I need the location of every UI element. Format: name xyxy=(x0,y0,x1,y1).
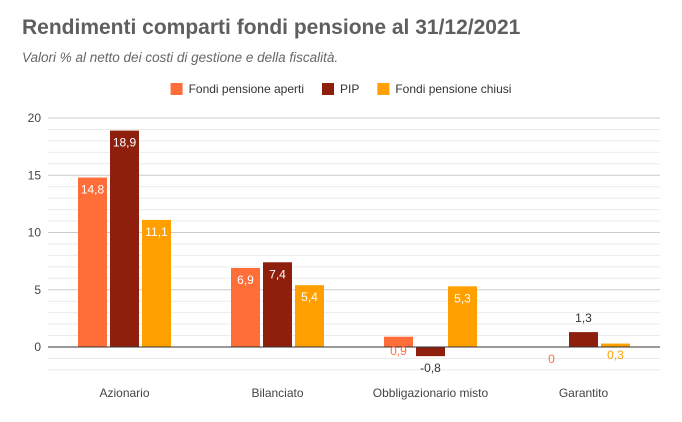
data-label: 6,9 xyxy=(237,273,254,287)
bar xyxy=(263,262,292,347)
x-tick-label: Obbligazionario misto xyxy=(373,386,489,400)
x-tick-label: Azionario xyxy=(99,386,149,400)
bar xyxy=(601,343,630,347)
data-label: 5,4 xyxy=(301,290,318,304)
y-tick-label: 0 xyxy=(34,340,41,354)
data-label: 18,9 xyxy=(113,136,137,150)
data-label: -0,8 xyxy=(420,361,441,375)
data-label: 5,3 xyxy=(454,291,471,305)
bar xyxy=(78,177,107,347)
bar xyxy=(384,336,413,347)
y-tick-label: 5 xyxy=(34,283,41,297)
legend-label: Fondi pensione aperti xyxy=(189,82,304,96)
chart-title: Rendimenti comparti fondi pensione al 31… xyxy=(22,16,521,39)
y-axis: 0 5 10 15 20 xyxy=(28,111,42,354)
data-label: 14,8 xyxy=(81,183,105,197)
legend-label: PIP xyxy=(340,82,359,96)
x-axis: Azionario Bilanciato Obbligazionario misto… xyxy=(99,386,608,400)
data-label: 1,3 xyxy=(575,311,592,325)
chart-subtitle: Valori % al netto dei costi di gestione … xyxy=(22,50,339,65)
data-labels: 14,8 18,9 11,1 6,9 7,4 5,4 0,9 -0,8 5,3 0 1,3 0,3 xyxy=(81,136,624,376)
y-tick-label: 20 xyxy=(28,111,42,125)
x-tick-label: Bilanciato xyxy=(251,386,303,400)
data-label: 0,9 xyxy=(390,344,407,358)
y-tick-label: 15 xyxy=(28,168,42,182)
bar xyxy=(231,267,260,347)
bar xyxy=(416,347,445,357)
bar xyxy=(295,285,324,347)
data-label: 0,3 xyxy=(607,348,624,362)
x-tick-label: Garantito xyxy=(559,386,609,400)
gridlines xyxy=(48,117,660,371)
data-label: 0 xyxy=(548,352,555,366)
bar xyxy=(569,332,598,347)
bar xyxy=(110,130,139,347)
data-label: 11,1 xyxy=(145,225,168,239)
bar xyxy=(448,286,477,347)
legend: Fondi pensione aperti PIP Fondi pensione c… xyxy=(170,82,511,96)
y-tick-label: 10 xyxy=(28,226,42,240)
legend-swatch xyxy=(377,83,390,95)
bar xyxy=(142,219,171,347)
legend-swatch xyxy=(170,83,183,95)
bars xyxy=(78,130,630,357)
data-label: 7,4 xyxy=(269,267,286,281)
legend-label: Fondi pensione chiusi xyxy=(395,82,511,96)
legend-swatch xyxy=(322,83,334,95)
